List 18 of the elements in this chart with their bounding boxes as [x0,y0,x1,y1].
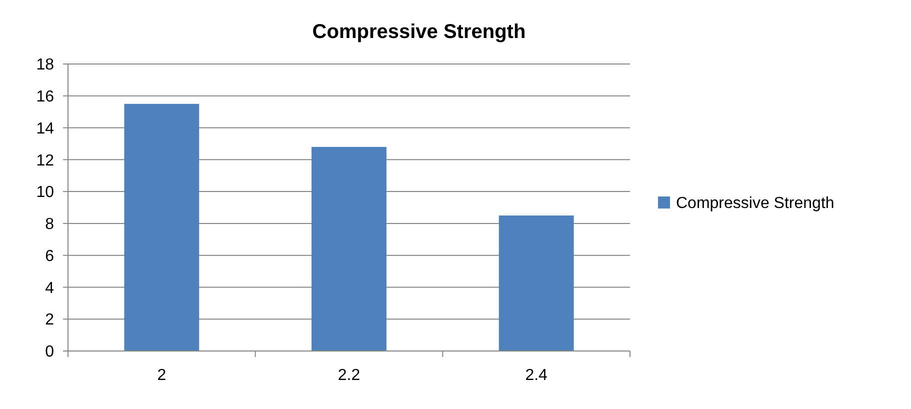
x-tick-label: 2.2 [338,367,360,384]
x-tick-label: 2.4 [525,367,548,384]
bar [312,146,386,351]
y-tick-label: 12 [36,152,54,170]
x-tick-label: 2 [157,367,166,384]
y-tick-label: 14 [36,120,54,138]
bar [124,104,200,351]
y-tick-label: 4 [45,280,54,297]
y-tick-label: 16 [36,88,54,106]
y-tick-label: 0 [45,344,54,361]
legend-label: Compressive Strength [676,195,834,212]
y-tick-label: 18 [36,56,54,74]
y-tick-label: 2 [45,312,54,329]
bar [498,215,574,351]
chart-title: Compressive Strength [312,21,526,43]
y-tick-label: 8 [45,216,54,234]
y-tick-label: 10 [36,184,54,202]
y-tick-label: 6 [45,248,54,265]
